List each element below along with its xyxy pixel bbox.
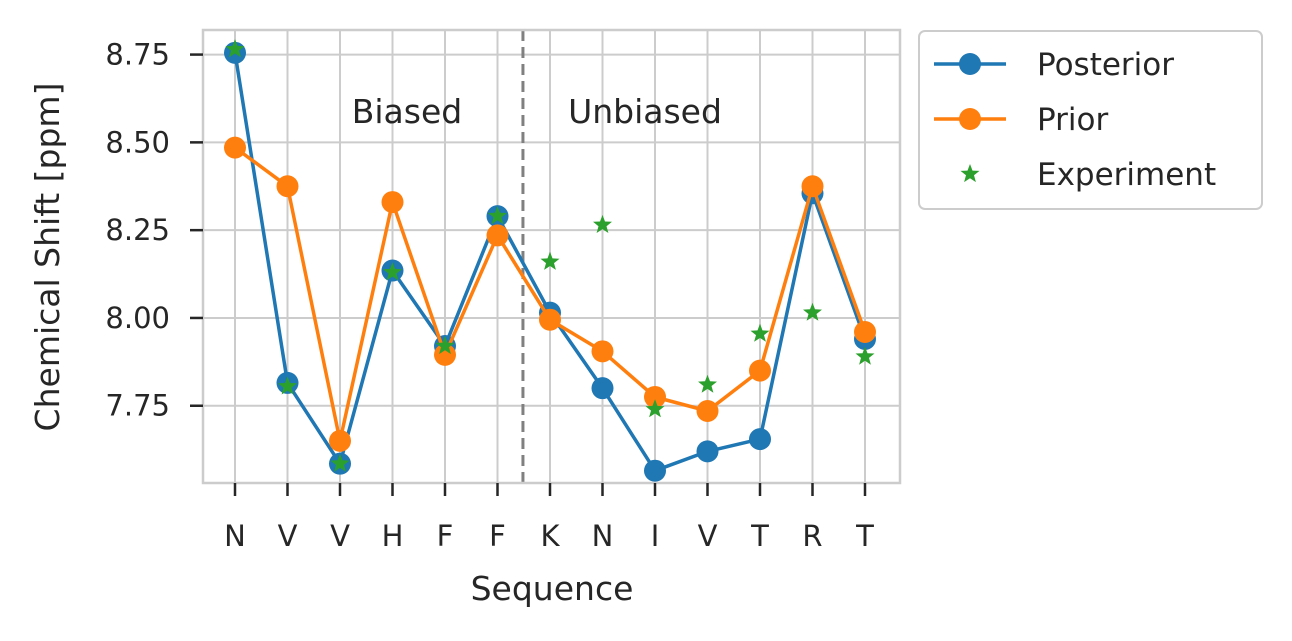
series-experiment <box>225 39 875 472</box>
legend-experiment-marker <box>960 164 980 183</box>
experiment-point <box>435 336 455 355</box>
posterior-point <box>591 377 614 400</box>
experiment-point <box>645 399 665 418</box>
experiment-point <box>225 39 245 58</box>
prior-point <box>591 340 614 363</box>
y-tick-label: 8.25 <box>105 213 170 247</box>
posterior-point <box>644 459 666 482</box>
y-tick-label: 8.50 <box>105 125 170 159</box>
x-tick-label: V <box>278 519 298 553</box>
experiment-point <box>593 214 612 233</box>
series-layer <box>224 39 876 482</box>
legend: Posterior Prior Experiment <box>918 30 1263 210</box>
experiment-point <box>803 302 822 321</box>
experiment-point <box>488 206 507 225</box>
prior-point <box>854 321 876 343</box>
legend-entry-prior: Prior <box>934 102 1108 138</box>
prior-point <box>381 191 404 214</box>
y-tick-label: 8.75 <box>105 38 170 72</box>
x-tick-label: N <box>224 519 246 553</box>
grid <box>203 30 900 483</box>
x-axis-label: Sequence <box>471 569 634 608</box>
prior-point <box>644 385 666 408</box>
prior-point <box>329 429 351 452</box>
experiment-point <box>383 262 402 281</box>
legend-experiment-label: Experiment <box>1037 157 1216 193</box>
plot-frame <box>201 28 902 485</box>
prior-point <box>801 175 824 198</box>
prior-point <box>749 359 771 382</box>
prior-point <box>539 308 561 331</box>
x-tick-label: T <box>855 519 874 553</box>
x-tick-label: F <box>489 519 506 553</box>
x-tick-label: H <box>382 519 404 553</box>
x-tick-label: I <box>651 519 660 553</box>
x-tick-label: T <box>750 519 769 553</box>
annotation-unbiased: Unbiased <box>568 92 722 131</box>
legend-prior-marker <box>959 108 981 130</box>
x-tick-label: K <box>540 519 560 553</box>
ticks: N V V H F F K N I V T R T7.758.008.258.508.75 <box>105 38 874 553</box>
legend-posterior-marker <box>959 53 981 75</box>
x-tick-label: R <box>802 519 822 553</box>
x-tick-label: V <box>698 519 718 553</box>
experiment-point <box>330 453 350 472</box>
legend-entry-posterior: Posterior <box>934 47 1174 83</box>
experiment-point <box>540 251 560 270</box>
y-axis-label: Chemical Shift [ppm] <box>28 83 67 432</box>
legend-posterior-label: Posterior <box>1037 47 1174 83</box>
experiment-point <box>278 376 297 395</box>
prior-point <box>276 175 299 198</box>
posterior-point <box>749 428 771 451</box>
x-tick-label: F <box>437 519 454 553</box>
legend-frame <box>918 30 1263 210</box>
annotations: Biased Unbiased <box>352 92 722 131</box>
prior-point <box>434 343 456 366</box>
prior-point <box>486 224 509 247</box>
legend-entry-experiment: Experiment <box>960 157 1216 193</box>
y-tick-label: 7.75 <box>105 389 170 423</box>
annotation-biased: Biased <box>352 92 462 131</box>
series-prior <box>224 136 876 452</box>
x-tick-label: N <box>592 519 614 553</box>
prior-point <box>696 400 719 423</box>
y-tick-label: 8.00 <box>105 301 170 335</box>
x-tick-label: V <box>330 519 350 553</box>
experiment-point <box>698 374 717 393</box>
legend-entries: Posterior Prior Experiment <box>934 47 1216 193</box>
posterior-point <box>696 440 719 463</box>
experiment-point <box>750 323 770 342</box>
experiment-point <box>855 346 875 365</box>
prior-point <box>224 136 246 159</box>
legend-prior-label: Prior <box>1037 102 1108 138</box>
